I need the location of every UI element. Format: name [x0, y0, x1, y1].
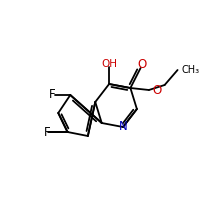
Text: OH: OH [101, 59, 117, 69]
Text: F: F [44, 126, 50, 138]
Text: F: F [48, 88, 55, 102]
Text: O: O [137, 58, 146, 72]
Text: CH₃: CH₃ [181, 65, 199, 75]
Text: N: N [119, 120, 127, 134]
Text: O: O [153, 84, 162, 97]
